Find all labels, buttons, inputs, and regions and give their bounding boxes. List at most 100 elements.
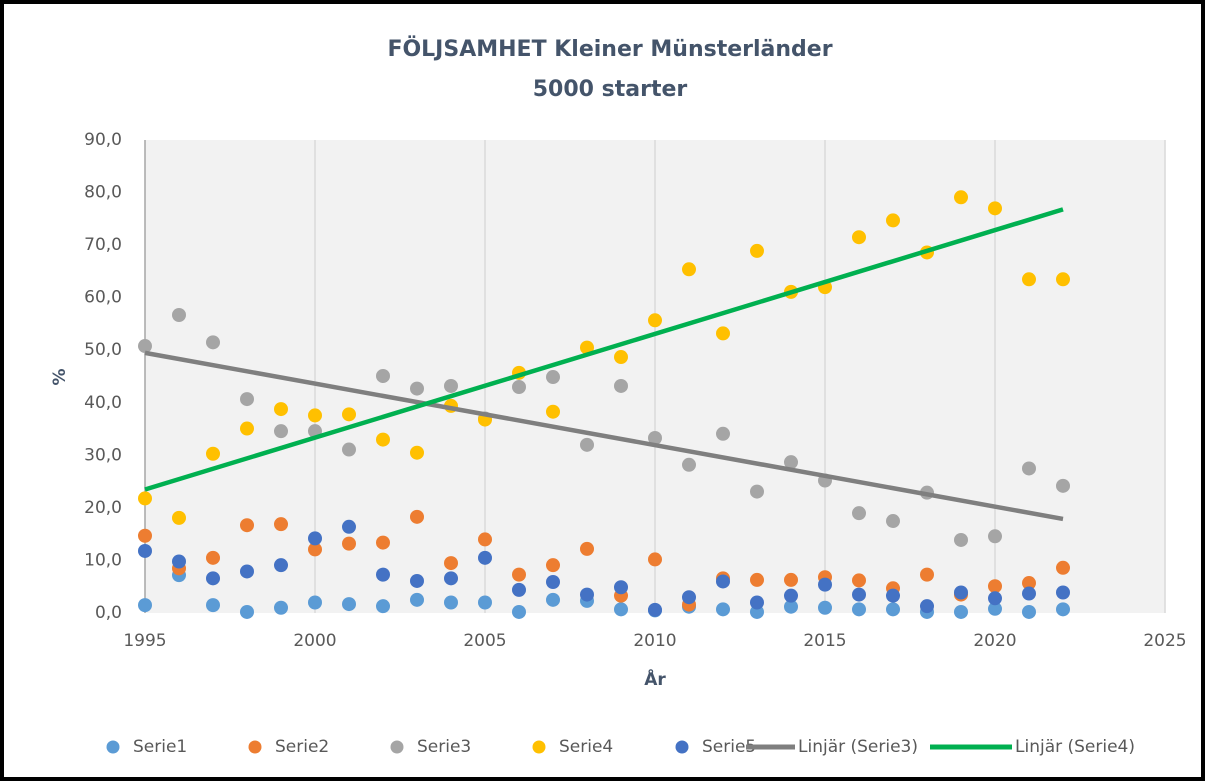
point [274,558,288,573]
point [206,446,220,461]
point [648,430,662,445]
point [1022,461,1036,476]
legend-marker [532,740,546,754]
chart-title: FÖLJSAMHET Kleiner Münsterländer [387,36,832,62]
point [954,190,968,205]
point [954,532,968,547]
point [614,580,628,595]
point [580,541,594,556]
y-tick-label: 90,0 [84,130,122,150]
point [138,491,152,506]
point [580,437,594,452]
point [444,378,458,393]
point [342,536,356,551]
point [614,602,628,617]
legend-marker [106,740,120,754]
point [988,591,1002,606]
point [308,531,322,546]
point [784,588,798,603]
y-tick-label: 30,0 [84,445,122,465]
x-tick-label: 2000 [293,631,336,651]
y-tick-label: 50,0 [84,340,122,360]
point [716,426,730,441]
point [206,571,220,586]
point [512,604,526,619]
point [988,201,1002,216]
point [1022,272,1036,287]
point [716,326,730,341]
point [580,587,594,602]
y-tick-label: 60,0 [84,288,122,308]
point [614,350,628,365]
point [784,599,798,614]
point [546,592,560,607]
trend-line [144,350,1064,522]
legend-marker [390,740,404,754]
point [648,602,662,617]
point [342,407,356,422]
point [274,517,288,532]
point [546,370,560,385]
point [342,442,356,457]
legend-label: Linjär (Serie3) [798,737,918,757]
point [308,408,322,423]
point [1056,560,1070,575]
legend-label: Linjär (Serie4) [1015,737,1135,757]
x-tick-label: 2010 [633,631,676,651]
point [138,339,152,354]
point [376,535,390,550]
point [240,421,254,436]
point [206,335,220,350]
point [546,574,560,589]
legend-label: Serie5 [702,737,756,757]
point [546,558,560,573]
point [512,380,526,395]
x-tick-label: 1995 [123,631,166,651]
point [376,599,390,614]
point [138,598,152,613]
point [172,554,186,569]
point [376,567,390,582]
point [1056,585,1070,600]
point [750,243,764,258]
point [852,587,866,602]
point [920,567,934,582]
y-tick-label: 0,0 [95,603,122,623]
x-tick-label: 2025 [1143,631,1186,651]
point [376,368,390,383]
point [308,542,322,557]
y-tick-label: 70,0 [84,235,122,255]
point [546,404,560,419]
y-axis-title: % [50,368,70,385]
point [886,588,900,603]
legend-label: Serie3 [417,737,471,757]
point [716,574,730,589]
legend-label: Serie1 [133,737,187,757]
point [410,445,424,460]
point [308,595,322,610]
point [410,381,424,396]
point [682,457,696,472]
point [988,579,1002,594]
point [784,455,798,470]
point [784,572,798,587]
point [478,532,492,547]
point [376,432,390,447]
point [172,510,186,525]
trend-line [144,207,1064,492]
point [342,597,356,612]
x-tick-label: 2020 [973,631,1016,651]
point [648,552,662,567]
point [1022,576,1036,591]
point [410,592,424,607]
point [614,378,628,393]
point [206,598,220,613]
point [1022,586,1036,601]
point [410,509,424,524]
point [886,213,900,228]
point [206,550,220,565]
point [138,543,152,558]
legend-label: Serie4 [559,737,613,757]
point [818,577,832,592]
point [240,392,254,407]
